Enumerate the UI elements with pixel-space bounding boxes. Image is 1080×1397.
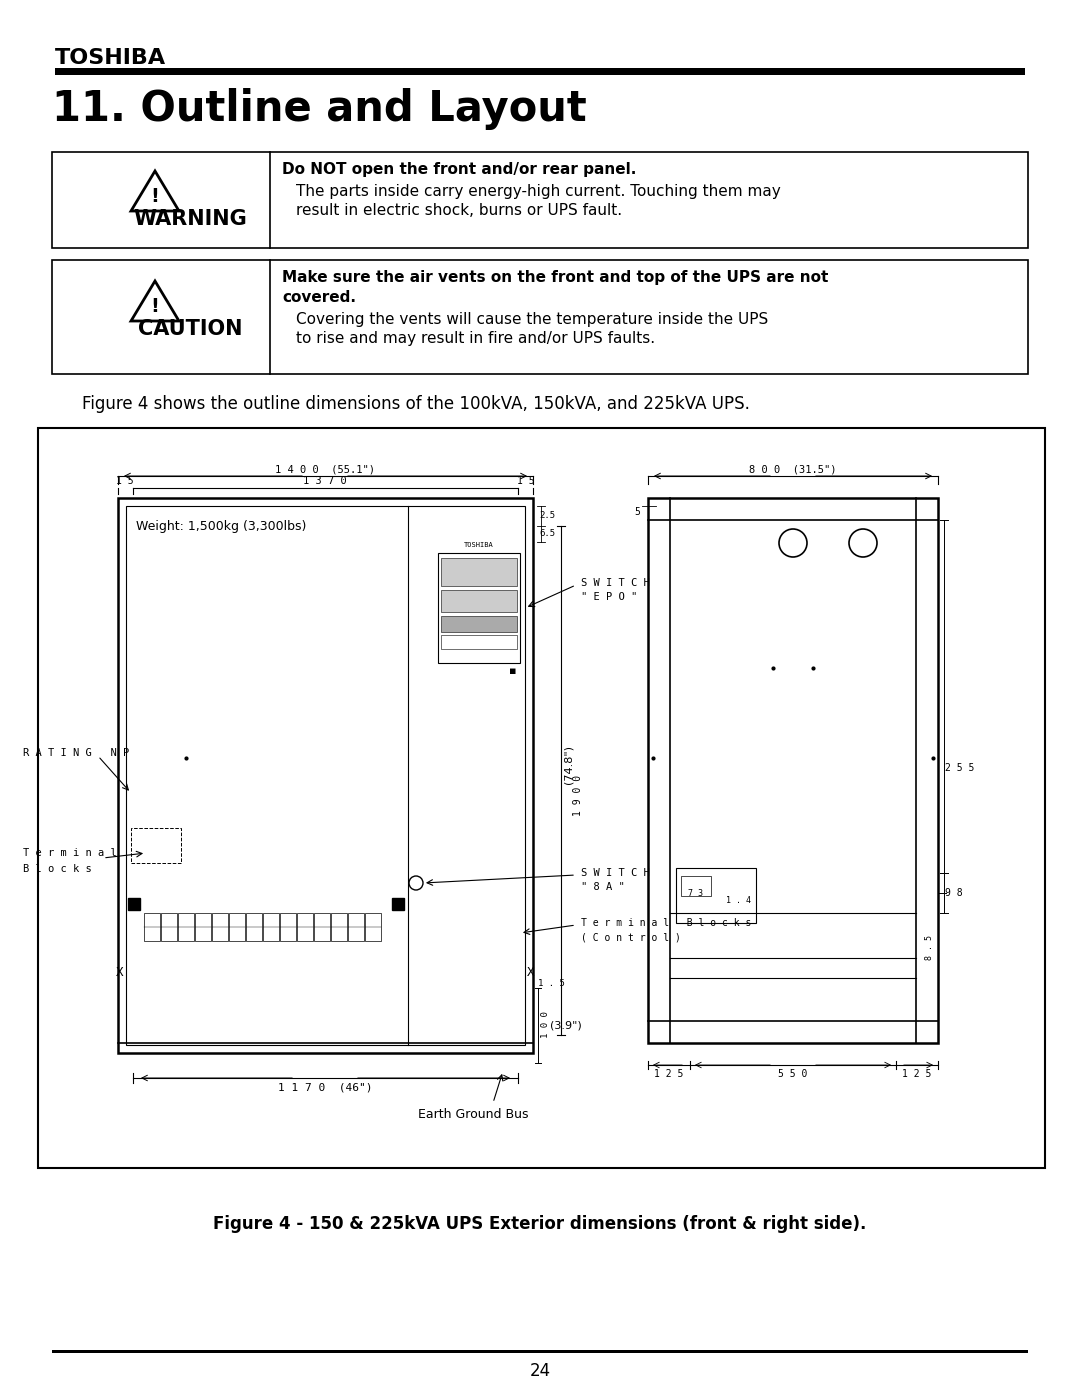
Text: T e r m i n a l   B l o c k s: T e r m i n a l B l o c k s xyxy=(581,918,752,928)
Text: Covering the vents will cause the temperature inside the UPS: Covering the vents will cause the temper… xyxy=(296,312,768,327)
Text: (74.8"): (74.8") xyxy=(563,746,573,785)
Bar xyxy=(441,616,517,631)
Text: to rise and may result in fire and/or UPS faults.: to rise and may result in fire and/or UP… xyxy=(296,331,656,346)
Bar xyxy=(131,828,181,863)
Bar xyxy=(365,914,381,942)
Text: ▪: ▪ xyxy=(510,666,516,676)
Text: 1 2 5: 1 2 5 xyxy=(654,1069,684,1078)
Text: X: X xyxy=(117,967,124,979)
Bar xyxy=(38,427,1045,1168)
Text: Weight: 1,500kg (3,300lbs): Weight: 1,500kg (3,300lbs) xyxy=(136,520,307,534)
Text: result in electric shock, burns or UPS fault.: result in electric shock, burns or UPS f… xyxy=(296,203,622,218)
Bar xyxy=(438,553,519,664)
Bar xyxy=(129,898,140,909)
Text: T e r m i n a l: T e r m i n a l xyxy=(23,848,117,858)
Text: 1 1 7 0  (46"): 1 1 7 0 (46") xyxy=(278,1083,373,1092)
Bar xyxy=(441,590,517,612)
Text: Do NOT open the front and/or rear panel.: Do NOT open the front and/or rear panel. xyxy=(282,162,636,177)
Text: 1 4 0 0  (55.1"): 1 4 0 0 (55.1") xyxy=(275,464,375,474)
Text: TOSHIBA: TOSHIBA xyxy=(464,542,494,548)
Text: 1 3 7 0: 1 3 7 0 xyxy=(303,476,347,486)
Bar xyxy=(314,914,330,942)
Bar xyxy=(392,898,404,909)
Text: TOSHIBA: TOSHIBA xyxy=(55,47,166,68)
Bar xyxy=(441,557,517,585)
Bar xyxy=(297,914,313,942)
Text: 1 0 0: 1 0 0 xyxy=(541,1011,550,1038)
Bar xyxy=(330,914,347,942)
Text: !: ! xyxy=(150,187,160,207)
Text: 8 . 5: 8 . 5 xyxy=(926,936,934,961)
Text: 1 5: 1 5 xyxy=(117,476,134,486)
Text: 24: 24 xyxy=(529,1362,551,1380)
Text: ( C o n t r o l ): ( C o n t r o l ) xyxy=(581,932,680,942)
Text: S W I T C H: S W I T C H xyxy=(581,868,650,877)
Text: " E P O ": " E P O " xyxy=(581,592,637,602)
Text: 6.5: 6.5 xyxy=(539,529,555,538)
Bar xyxy=(648,497,939,1044)
Bar xyxy=(348,914,364,942)
Text: 9 8: 9 8 xyxy=(945,888,962,898)
Bar xyxy=(212,914,228,942)
Text: 2 5 5: 2 5 5 xyxy=(945,763,974,773)
Bar xyxy=(229,914,245,942)
Text: 1 9 0 0: 1 9 0 0 xyxy=(573,774,583,816)
Text: The parts inside carry energy-high current. Touching them may: The parts inside carry energy-high curre… xyxy=(296,184,781,198)
Text: 2.5: 2.5 xyxy=(539,511,555,521)
Bar xyxy=(681,876,711,895)
Text: B l o c k s: B l o c k s xyxy=(23,863,92,875)
Text: 5 5 0: 5 5 0 xyxy=(779,1069,808,1078)
Text: covered.: covered. xyxy=(282,291,356,305)
Bar xyxy=(118,497,534,1053)
Bar xyxy=(52,1350,1028,1354)
Bar xyxy=(52,260,1028,374)
Bar xyxy=(676,868,756,923)
Text: 5: 5 xyxy=(634,507,640,517)
Bar xyxy=(126,506,525,1045)
Text: 1 . 5: 1 . 5 xyxy=(538,978,565,988)
Text: (3.9"): (3.9") xyxy=(550,1020,582,1030)
Text: R A T I N G   N P: R A T I N G N P xyxy=(23,747,130,759)
Text: Figure 4 - 150 & 225kVA UPS Exterior dimensions (front & right side).: Figure 4 - 150 & 225kVA UPS Exterior dim… xyxy=(214,1215,866,1234)
Bar xyxy=(441,636,517,650)
Text: Earth Ground Bus: Earth Ground Bus xyxy=(418,1108,528,1120)
Text: 7 3: 7 3 xyxy=(689,888,703,898)
Text: " 8 A ": " 8 A " xyxy=(581,882,624,893)
Text: X: X xyxy=(527,967,535,979)
Bar xyxy=(144,914,160,942)
Text: 8 0 0  (31.5"): 8 0 0 (31.5") xyxy=(750,464,837,474)
Bar xyxy=(52,152,1028,249)
Bar xyxy=(178,914,194,942)
Text: 1 . 4: 1 . 4 xyxy=(726,895,751,905)
Text: Make sure the air vents on the front and top of the UPS are not: Make sure the air vents on the front and… xyxy=(282,270,828,285)
Text: WARNING: WARNING xyxy=(133,210,247,229)
Text: !: ! xyxy=(150,298,160,317)
Bar xyxy=(55,68,1025,75)
Text: S W I T C H: S W I T C H xyxy=(581,578,650,588)
Text: 1 2 5: 1 2 5 xyxy=(902,1069,932,1078)
Bar xyxy=(161,914,177,942)
Text: 1 5: 1 5 xyxy=(517,476,535,486)
Bar xyxy=(246,914,262,942)
Text: 11. Outline and Layout: 11. Outline and Layout xyxy=(52,88,586,130)
Bar xyxy=(264,914,279,942)
Bar xyxy=(280,914,296,942)
Text: Figure 4 shows the outline dimensions of the 100kVA, 150kVA, and 225kVA UPS.: Figure 4 shows the outline dimensions of… xyxy=(82,395,750,414)
Bar xyxy=(195,914,211,942)
Text: CAUTION: CAUTION xyxy=(138,319,242,339)
